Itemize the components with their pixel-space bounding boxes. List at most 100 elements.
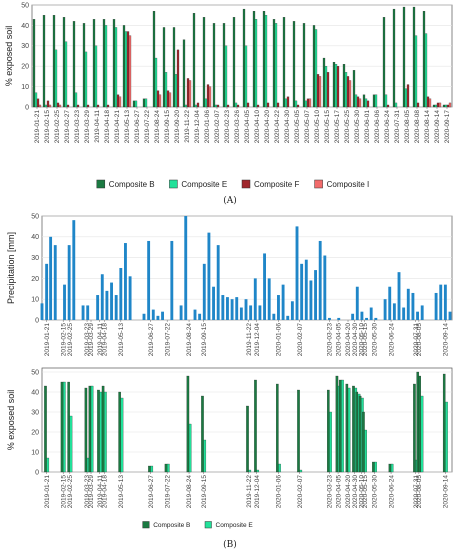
chart-a-bar	[86, 104, 90, 108]
chart-b-precip-bar	[124, 243, 127, 320]
chart-a-bar	[334, 64, 338, 108]
chart-b-soil-x-tick-label: 2019-12-04	[254, 475, 261, 509]
chart-b-precip-bar	[81, 305, 85, 320]
chart-b-soil-bar	[352, 385, 355, 473]
chart-a-x-tick-label: 2020-08-08	[414, 110, 421, 144]
chart-b-soil-bar	[413, 383, 416, 473]
chart-b-soil-bar	[203, 439, 207, 473]
chart-a-bar	[348, 80, 352, 108]
chart-b-precip-bar	[216, 245, 220, 320]
chart-b-soil-y-tick-label: 20	[31, 429, 39, 436]
chart-b-soil-x-tick-label: 2019-02-15	[60, 475, 67, 509]
chart-b-soil-y-tick-label: 30	[31, 409, 39, 416]
chart-a-bar	[412, 6, 416, 108]
chart-a-bar	[434, 104, 438, 108]
chart-b-soil-bar	[276, 383, 279, 473]
chart-b-precip-bar	[193, 309, 197, 320]
chart-a-bar	[262, 10, 266, 108]
chart-b-precip-bar	[161, 311, 164, 320]
chart-a-bar	[422, 10, 426, 108]
chart-a-bar	[126, 31, 130, 108]
chart-a-bar	[156, 90, 160, 108]
chart-a-bar	[438, 102, 442, 108]
chart-b-soil-bar	[299, 469, 303, 473]
chart-a-bar	[42, 15, 46, 108]
chart-a-legend-swatch	[169, 179, 178, 189]
chart-a-bar	[402, 6, 406, 108]
chart-b-soil-legend-label: Composite E	[216, 522, 254, 529]
chart-a-x-tick-label: 2020-04-30	[284, 110, 291, 144]
chart-a-bar	[252, 10, 256, 108]
chart-b-soil-bar	[201, 395, 204, 473]
chart-a-x-tick-label: 2019-04-18	[104, 110, 111, 144]
chart-b-soil-bar	[148, 465, 151, 473]
chart-b-soil-x-tick-label: 2019-11-22	[246, 475, 253, 508]
chart-a-bar	[384, 94, 388, 108]
chart-b-precip-x-tick-label: 2020-05-10	[358, 323, 365, 357]
chart-b-soil-legend: Composite B Composite E	[142, 521, 254, 529]
chart-a-bar	[346, 76, 350, 108]
chart-a-bar	[424, 33, 428, 108]
chart-a-legend-label: Composite B	[109, 180, 155, 189]
chart-b-precip-bar	[212, 286, 215, 320]
chart-a-x-tick-label: 2020-02-23	[224, 110, 231, 144]
chart-a-bar	[104, 25, 108, 108]
chart-a-bar	[54, 49, 58, 108]
chart-a-bar	[306, 98, 310, 108]
chart-a-bar	[352, 70, 356, 108]
chart-b-soil-bar	[418, 375, 421, 473]
chart-a-bar	[204, 98, 208, 108]
chart-b-soil-bar	[150, 465, 154, 473]
chart-b-soil-x-tick-label: 2019-03-29	[88, 475, 95, 509]
chart-a-bar	[432, 104, 436, 108]
chart-b-precip-bar	[416, 311, 419, 320]
chart-b-precip-bar	[249, 305, 253, 320]
chart-b-precip-bar	[45, 263, 49, 320]
chart-a-bar	[52, 15, 56, 108]
chart-b-soil-bar	[442, 373, 446, 473]
chart-b-soil-legend-swatch	[204, 521, 212, 529]
chart-b-precip-bar	[119, 268, 123, 320]
chart-a-legend-swatch	[96, 179, 106, 189]
chart-b-soil-bar	[120, 397, 124, 473]
chart-b-precip-bar	[235, 297, 239, 320]
chart-b-soil-bar	[338, 379, 342, 473]
chart-a-bar	[326, 72, 330, 108]
chart-b-soil-x-tick-label: 2020-01-06	[276, 475, 283, 509]
chart-a-bar	[342, 64, 346, 108]
chart-a-bar	[142, 98, 146, 108]
panel-a-label: (A)	[223, 195, 237, 206]
chart-b-precip-bar	[179, 305, 183, 320]
chart-b-precip-bar	[207, 232, 211, 320]
chart-b-precip-bar	[72, 220, 76, 320]
chart-b-precip-bar	[318, 240, 322, 320]
chart-a-bar	[96, 104, 100, 108]
chart-a-bar	[132, 100, 136, 108]
chart-b-soil-bar	[445, 401, 448, 473]
chart-b-soil-bar	[164, 463, 168, 473]
chart-b-soil-bar	[345, 383, 349, 473]
chart-a-bar	[312, 25, 316, 108]
chart-a-x-tick-label: 2019-09-15	[164, 110, 171, 144]
chart-a-x-tick-label: 2019-03-23	[74, 110, 81, 144]
chart-a-bar	[318, 76, 322, 108]
chart-a-bar	[102, 19, 106, 108]
chart-b-soil-x-ticks: 2019-01-21 2019-02-15 2019-02-25 2019-03-23…	[44, 472, 450, 508]
chart-a-bar	[226, 104, 230, 108]
chart-b-soil-x-tick-label: 2019-07-22	[164, 475, 171, 509]
chart-a-bar	[336, 66, 340, 108]
chart-a-bar	[446, 104, 450, 108]
chart-a-bar	[202, 17, 206, 108]
chart-a-bar	[94, 45, 98, 108]
chart-b-soil-bar	[46, 457, 50, 473]
chart-b-precip-x-tick-label: 2019-11-22	[246, 323, 253, 356]
chart-a-x-tick-label: 2020-09-17	[444, 110, 451, 144]
chart-b-soil-bar	[329, 411, 332, 473]
chart-a-bar	[182, 39, 186, 108]
chart-a-x-tick-label: 2019-12-04	[194, 110, 201, 144]
chart-b-soil-bar	[90, 385, 94, 473]
chart-b-precip-x-tick-label: 2019-04-18	[101, 323, 108, 357]
chart-b-precip-y-tick-label: 30	[31, 255, 39, 262]
chart-a-bar	[32, 19, 36, 108]
chart-b-precip-x-tick-label: 2019-05-13	[118, 323, 125, 357]
